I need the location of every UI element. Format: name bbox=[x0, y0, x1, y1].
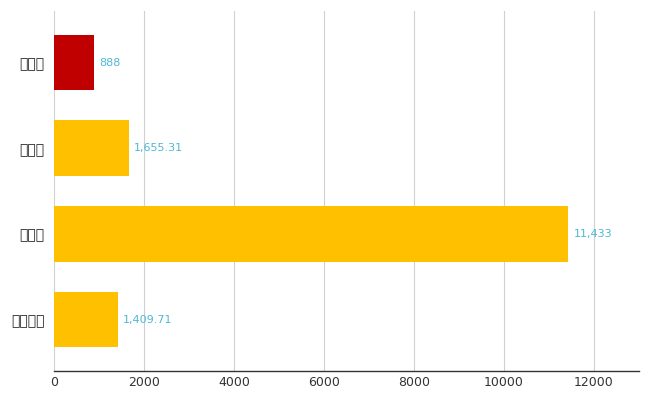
Bar bbox=[55, 206, 569, 262]
Text: 11,433: 11,433 bbox=[574, 229, 612, 239]
Bar bbox=[55, 292, 118, 348]
Text: 1,409.71: 1,409.71 bbox=[123, 315, 173, 325]
Bar bbox=[55, 35, 94, 90]
Bar bbox=[55, 120, 129, 176]
Text: 1,655.31: 1,655.31 bbox=[134, 143, 183, 153]
Text: 888: 888 bbox=[99, 58, 121, 68]
